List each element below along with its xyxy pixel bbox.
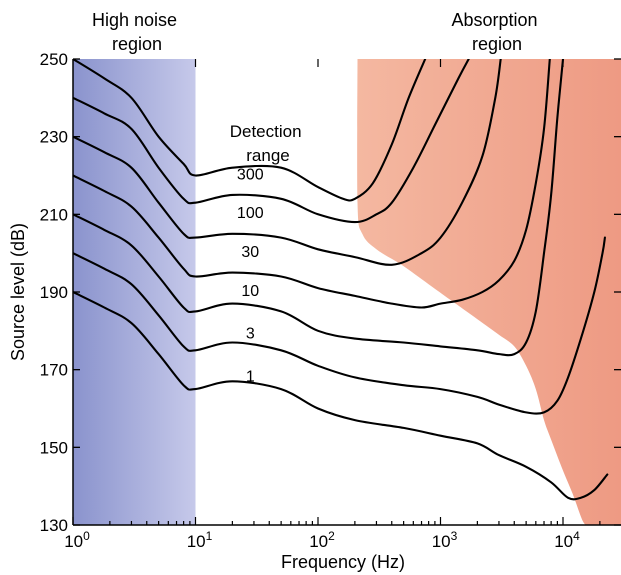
x-axis-label: Frequency (Hz) — [281, 552, 405, 572]
y-tick-label: 130 — [40, 516, 68, 535]
absorption-region — [357, 59, 621, 525]
absorption-region-label: Absorption region — [451, 10, 542, 54]
x-tick-label: 100 — [64, 529, 90, 551]
curve-label-300: 300 — [237, 166, 264, 183]
detection-curve-lowest — [73, 290, 609, 501]
curve-label-10: 10 — [241, 283, 259, 300]
x-tick-label: 104 — [554, 529, 580, 551]
curve-label-3: 3 — [246, 326, 255, 343]
detection-range-label: Detection range — [230, 122, 307, 165]
detection-curve-3 — [73, 59, 565, 357]
x-tick-label: 102 — [309, 529, 335, 551]
detection-curves — [73, 59, 609, 501]
y-tick-label: 210 — [40, 205, 68, 224]
x-ticks: 100 101 102 103 104 — [64, 59, 601, 551]
detection-curve-300 — [73, 59, 427, 202]
curve-label-1: 1 — [246, 368, 255, 385]
curve-label-30: 30 — [241, 244, 259, 261]
y-axis-label: Source level (dB) — [8, 223, 28, 361]
y-tick-label: 250 — [40, 50, 68, 69]
noise-region-fill — [73, 59, 196, 525]
curve-label-100: 100 — [237, 205, 264, 222]
x-tick-label: 101 — [187, 529, 213, 551]
noise-region-label: High noise region — [92, 10, 182, 54]
detection-curve-1 — [73, 236, 606, 415]
y-tick-label: 170 — [40, 361, 68, 380]
noise-region — [73, 59, 196, 525]
detection-curve-100 — [73, 59, 470, 224]
detection-curve-labels: 300 100 30 10 3 1 — [237, 166, 264, 385]
x-tick-label: 103 — [432, 529, 458, 551]
detection-curve-30 — [73, 59, 502, 266]
y-tick-label: 190 — [40, 283, 68, 302]
absorption-region-fill — [357, 59, 621, 525]
y-tick-label: 150 — [40, 438, 68, 457]
detection-curve-10 — [73, 59, 551, 309]
y-tick-label: 230 — [40, 128, 68, 147]
